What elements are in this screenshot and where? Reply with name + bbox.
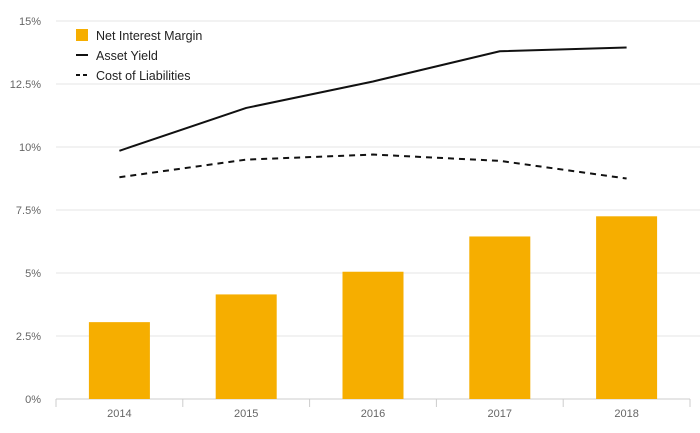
legend-item-net-interest-margin[interactable]: Net Interest Margin (76, 29, 202, 43)
y-tick-label: 10% (19, 142, 41, 154)
legend-label: Cost of Liabilities (96, 69, 191, 83)
legend-swatch-bar (76, 29, 88, 41)
y-tick-label: 12.5% (10, 79, 41, 91)
bar (215, 294, 277, 399)
y-axis: 0% 2.5% 5% 7.5% 10% 12.5% 15% (10, 16, 41, 406)
line-series (119, 46, 627, 180)
line-asset-yield (119, 46, 627, 152)
y-tick-label: 5% (25, 268, 41, 280)
bar (596, 216, 658, 399)
x-axis: 2014 2015 2016 2017 2018 (55, 398, 691, 420)
legend-item-asset-yield[interactable]: Asset Yield (76, 49, 158, 63)
bar (88, 322, 150, 399)
x-tick-label: 2014 (107, 408, 131, 420)
y-tick-label: 15% (19, 16, 41, 28)
y-tick-label: 7.5% (16, 205, 41, 217)
y-tick-label: 0% (25, 394, 41, 406)
x-tick-label: 2018 (614, 408, 638, 420)
line-cost-of-liabilities (119, 153, 627, 180)
x-tick-label: 2015 (234, 408, 258, 420)
bar (342, 271, 404, 399)
legend-label: Net Interest Margin (96, 29, 202, 43)
x-tick-label: 2016 (361, 408, 385, 420)
bar (469, 236, 531, 399)
legend-item-cost-of-liabilities[interactable]: Cost of Liabilities (76, 69, 191, 83)
y-tick-label: 2.5% (16, 331, 41, 343)
bar-series-net-interest-margin (88, 216, 658, 399)
legend-label: Asset Yield (96, 49, 158, 63)
legend[interactable]: Net Interest Margin Asset Yield Cost of … (76, 29, 202, 83)
x-tick-label: 2017 (488, 408, 512, 420)
gridlines (56, 20, 700, 337)
